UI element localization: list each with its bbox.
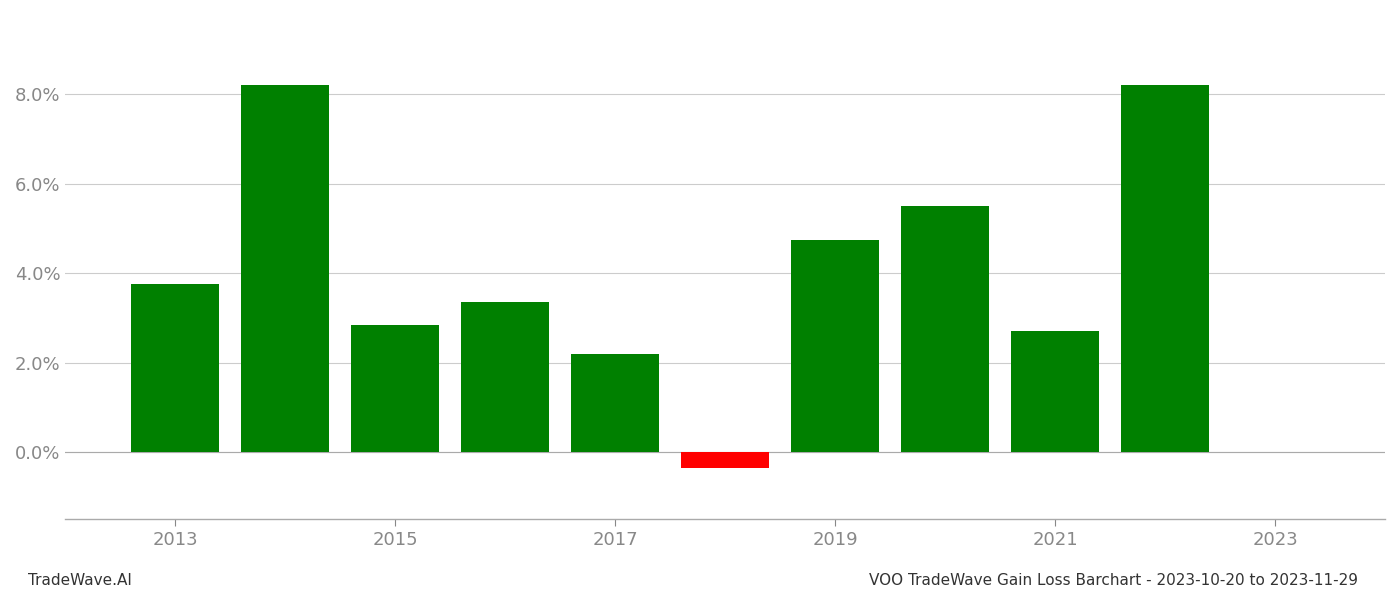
Bar (132, 284, 220, 452)
Bar (462, 302, 549, 452)
Bar (571, 353, 659, 452)
Text: VOO TradeWave Gain Loss Barchart - 2023-10-20 to 2023-11-29: VOO TradeWave Gain Loss Barchart - 2023-… (869, 573, 1358, 588)
Bar (1011, 331, 1099, 452)
Bar (351, 325, 440, 452)
Bar (902, 206, 990, 452)
Bar (682, 452, 769, 468)
Bar (791, 239, 879, 452)
Bar (1121, 85, 1210, 452)
Bar (241, 85, 329, 452)
Text: TradeWave.AI: TradeWave.AI (28, 573, 132, 588)
